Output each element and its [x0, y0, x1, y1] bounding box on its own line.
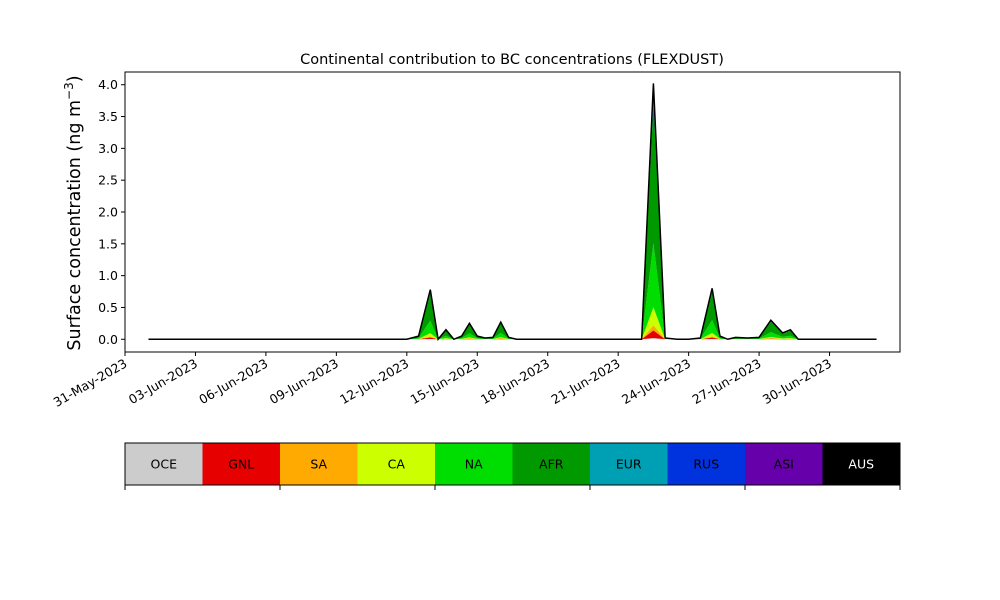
- legend-swatch-aus: [822, 443, 901, 485]
- legend-label-aus: AUS: [848, 457, 874, 472]
- y-axis-label-exp: −3: [62, 82, 76, 100]
- x-tick-label: 06-Jun-2023: [196, 356, 270, 407]
- x-tick-label: 30-Jun-2023: [760, 356, 834, 407]
- y-axis-label-main: Surface concentration (ng m: [65, 100, 85, 351]
- y-tick-label: 4.0: [98, 77, 118, 92]
- legend-swatch-oce: [125, 443, 203, 485]
- legend-swatch-gnl: [202, 443, 281, 485]
- legend-label-sa: SA: [310, 457, 327, 472]
- x-tick-label: 12-Jun-2023: [337, 356, 411, 407]
- x-tick-label: 31-May-2023: [51, 356, 130, 410]
- y-tick-label: 3.0: [98, 141, 118, 156]
- x-axis: 31-May-202303-Jun-202306-Jun-202309-Jun-…: [51, 352, 834, 410]
- area-rus: [148, 89, 877, 340]
- x-tick-label: 18-Jun-2023: [478, 356, 552, 407]
- y-tick-label: 1.5: [98, 236, 118, 251]
- legend-label-rus: RUS: [693, 457, 719, 472]
- legend-frame: [124, 442, 901, 486]
- plot-frame: [124, 71, 901, 353]
- y-tick-label: 1.0: [98, 268, 118, 283]
- y-tick-label: 0.0: [98, 332, 118, 347]
- legend-swatch-sa: [280, 443, 358, 485]
- x-tick-label: 09-Jun-2023: [267, 356, 341, 407]
- x-tick-label: 24-Jun-2023: [619, 356, 693, 407]
- legend-label-gnl: GNL: [228, 457, 254, 472]
- legend-label-ca: CA: [388, 457, 406, 472]
- stacked-areas: [148, 83, 877, 342]
- x-tick-label: 21-Jun-2023: [549, 356, 623, 407]
- chart-title: Continental contribution to BC concentra…: [300, 52, 724, 68]
- legend-swatch-rus: [667, 443, 746, 485]
- legend-swatch-na: [435, 443, 513, 485]
- total-line: [148, 83, 877, 342]
- area-aus: [148, 83, 877, 340]
- legend-label-asi: ASI: [774, 457, 794, 472]
- x-tick-label: 03-Jun-2023: [126, 356, 200, 407]
- area-afr: [148, 102, 877, 340]
- y-axis-label: Surface concentration (ng m−3): [62, 75, 85, 350]
- legend-swatch-eur: [590, 443, 668, 485]
- legend: OCE GNL SA CA NA AFR EUR RUS ASI AUS: [124, 442, 901, 490]
- legend-swatch-ca: [357, 443, 436, 485]
- x-tick-label: 15-Jun-2023: [408, 356, 482, 407]
- legend-label-na: NA: [465, 457, 483, 472]
- y-tick-label: 0.5: [98, 300, 118, 315]
- y-axis-label-close: ): [65, 75, 85, 82]
- y-tick-label: 3.5: [98, 109, 118, 124]
- legend-label-afr: AFR: [539, 457, 564, 472]
- y-tick-label: 2.5: [98, 173, 118, 188]
- y-tick-label: 2.0: [98, 205, 118, 220]
- legend-swatch-asi: [745, 443, 823, 485]
- legend-label-oce: OCE: [151, 457, 178, 472]
- legend-label-eur: EUR: [616, 457, 642, 472]
- area-asi: [148, 84, 877, 340]
- x-tick-label: 27-Jun-2023: [689, 356, 763, 407]
- legend-swatch-afr: [512, 443, 591, 485]
- y-axis: 0.0 0.5 1.0 1.5 2.0 2.5 3.0 3.5 4.0: [98, 77, 125, 347]
- area-eur: [148, 100, 877, 340]
